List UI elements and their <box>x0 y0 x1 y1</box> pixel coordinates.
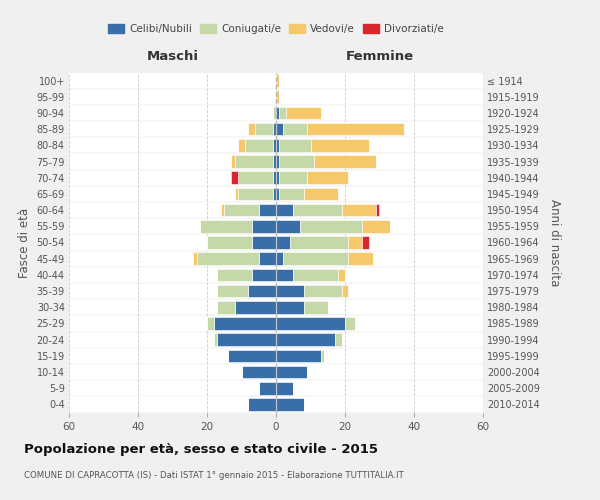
Bar <box>231 172 238 184</box>
Bar <box>272 172 276 184</box>
Bar <box>197 252 259 265</box>
Bar <box>193 252 197 265</box>
Bar <box>245 139 272 151</box>
Bar <box>221 204 224 216</box>
Bar <box>345 317 355 330</box>
Bar <box>228 350 276 362</box>
Bar <box>362 220 390 232</box>
Bar <box>300 220 362 232</box>
Bar <box>276 106 280 120</box>
Bar <box>259 382 276 394</box>
Bar <box>238 172 272 184</box>
Bar <box>214 317 276 330</box>
Bar <box>307 123 404 136</box>
Bar <box>276 155 280 168</box>
Bar <box>200 220 252 232</box>
Bar <box>349 236 362 249</box>
Bar <box>217 301 235 314</box>
Bar <box>272 106 276 120</box>
Bar <box>280 172 307 184</box>
Bar <box>207 236 252 249</box>
Bar <box>248 398 276 410</box>
Y-axis label: Fasce di età: Fasce di età <box>18 208 31 278</box>
Bar <box>235 155 272 168</box>
Bar <box>272 139 276 151</box>
Bar <box>235 301 276 314</box>
Text: Maschi: Maschi <box>146 50 199 63</box>
Bar <box>349 252 373 265</box>
Bar <box>272 188 276 200</box>
Bar <box>335 334 341 346</box>
Bar <box>276 334 335 346</box>
Text: COMUNE DI CAPRACOTTA (IS) - Dati ISTAT 1° gennaio 2015 - Elaborazione TUTTITALIA: COMUNE DI CAPRACOTTA (IS) - Dati ISTAT 1… <box>24 471 404 480</box>
Bar <box>272 123 276 136</box>
Bar <box>307 172 349 184</box>
Bar <box>276 301 304 314</box>
Bar <box>276 398 304 410</box>
Bar <box>276 123 283 136</box>
Bar <box>276 350 321 362</box>
Bar <box>252 236 276 249</box>
Legend: Celibi/Nubili, Coniugati/e, Vedovi/e, Divorziati/e: Celibi/Nubili, Coniugati/e, Vedovi/e, Di… <box>104 20 448 38</box>
Bar <box>341 285 349 298</box>
Bar <box>304 188 338 200</box>
Bar <box>293 268 338 281</box>
Bar <box>272 155 276 168</box>
Bar <box>276 172 280 184</box>
Bar <box>276 252 283 265</box>
Bar <box>238 188 272 200</box>
Bar <box>235 188 238 200</box>
Bar <box>276 366 307 378</box>
Bar <box>276 317 345 330</box>
Bar <box>321 350 325 362</box>
Text: Popolazione per età, sesso e stato civile - 2015: Popolazione per età, sesso e stato civil… <box>24 442 378 456</box>
Bar <box>252 220 276 232</box>
Bar <box>214 334 217 346</box>
Bar <box>248 285 276 298</box>
Bar <box>276 139 280 151</box>
Bar <box>276 285 304 298</box>
Text: Femmine: Femmine <box>346 50 413 63</box>
Bar <box>252 268 276 281</box>
Bar <box>276 90 280 103</box>
Bar <box>280 106 286 120</box>
Bar <box>241 366 276 378</box>
Bar <box>286 106 321 120</box>
Bar <box>231 155 235 168</box>
Bar <box>276 188 280 200</box>
Bar <box>276 220 300 232</box>
Bar <box>362 236 369 249</box>
Bar <box>256 123 272 136</box>
Bar <box>217 285 248 298</box>
Bar <box>276 236 290 249</box>
Bar <box>311 139 369 151</box>
Bar <box>314 155 376 168</box>
Bar <box>304 301 328 314</box>
Bar <box>293 204 341 216</box>
Bar <box>338 268 345 281</box>
Bar <box>217 268 252 281</box>
Y-axis label: Anni di nascita: Anni di nascita <box>548 199 562 286</box>
Bar <box>304 285 341 298</box>
Bar <box>276 74 280 87</box>
Bar <box>280 188 304 200</box>
Bar <box>217 334 276 346</box>
Bar <box>283 123 307 136</box>
Bar <box>259 204 276 216</box>
Bar <box>290 236 349 249</box>
Bar <box>238 139 245 151</box>
Bar <box>259 252 276 265</box>
Bar <box>207 317 214 330</box>
Bar <box>224 204 259 216</box>
Bar <box>276 268 293 281</box>
Bar <box>280 155 314 168</box>
Bar <box>376 204 379 216</box>
Bar <box>276 204 293 216</box>
Bar <box>280 139 311 151</box>
Bar <box>283 252 349 265</box>
Bar <box>341 204 376 216</box>
Bar <box>276 382 293 394</box>
Bar <box>248 123 256 136</box>
